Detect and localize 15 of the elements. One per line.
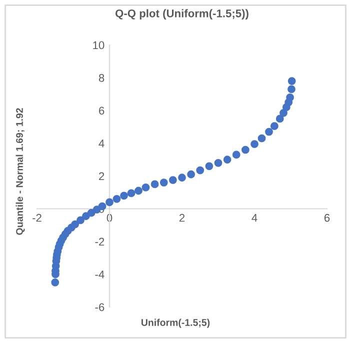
x-tick-label: 2 — [179, 214, 185, 222]
x-tick-label: 6 — [324, 214, 330, 222]
x-tick-label: -2 — [32, 214, 42, 222]
chart-title: Q-Q plot (Uniform(-1.5;5)) — [115, 9, 248, 20]
y-tick-label: 6 — [99, 106, 104, 115]
x-axis-title: Uniform(-1.5;5) — [142, 318, 210, 328]
y-axis-title: Quantile - Normal 1.69; 1.92 — [16, 108, 25, 235]
y-tick-label: 4 — [98, 140, 104, 148]
y-tick-label: 10 — [93, 41, 104, 50]
y-tick-label: -4 — [95, 270, 104, 278]
y-tick-label: -2 — [95, 238, 104, 246]
y-tick-label: -6 — [95, 303, 104, 312]
y-tick-label: 8 — [98, 74, 104, 82]
y-tick-label: 2 — [99, 172, 104, 180]
x-tick-label: 4 — [252, 214, 258, 222]
